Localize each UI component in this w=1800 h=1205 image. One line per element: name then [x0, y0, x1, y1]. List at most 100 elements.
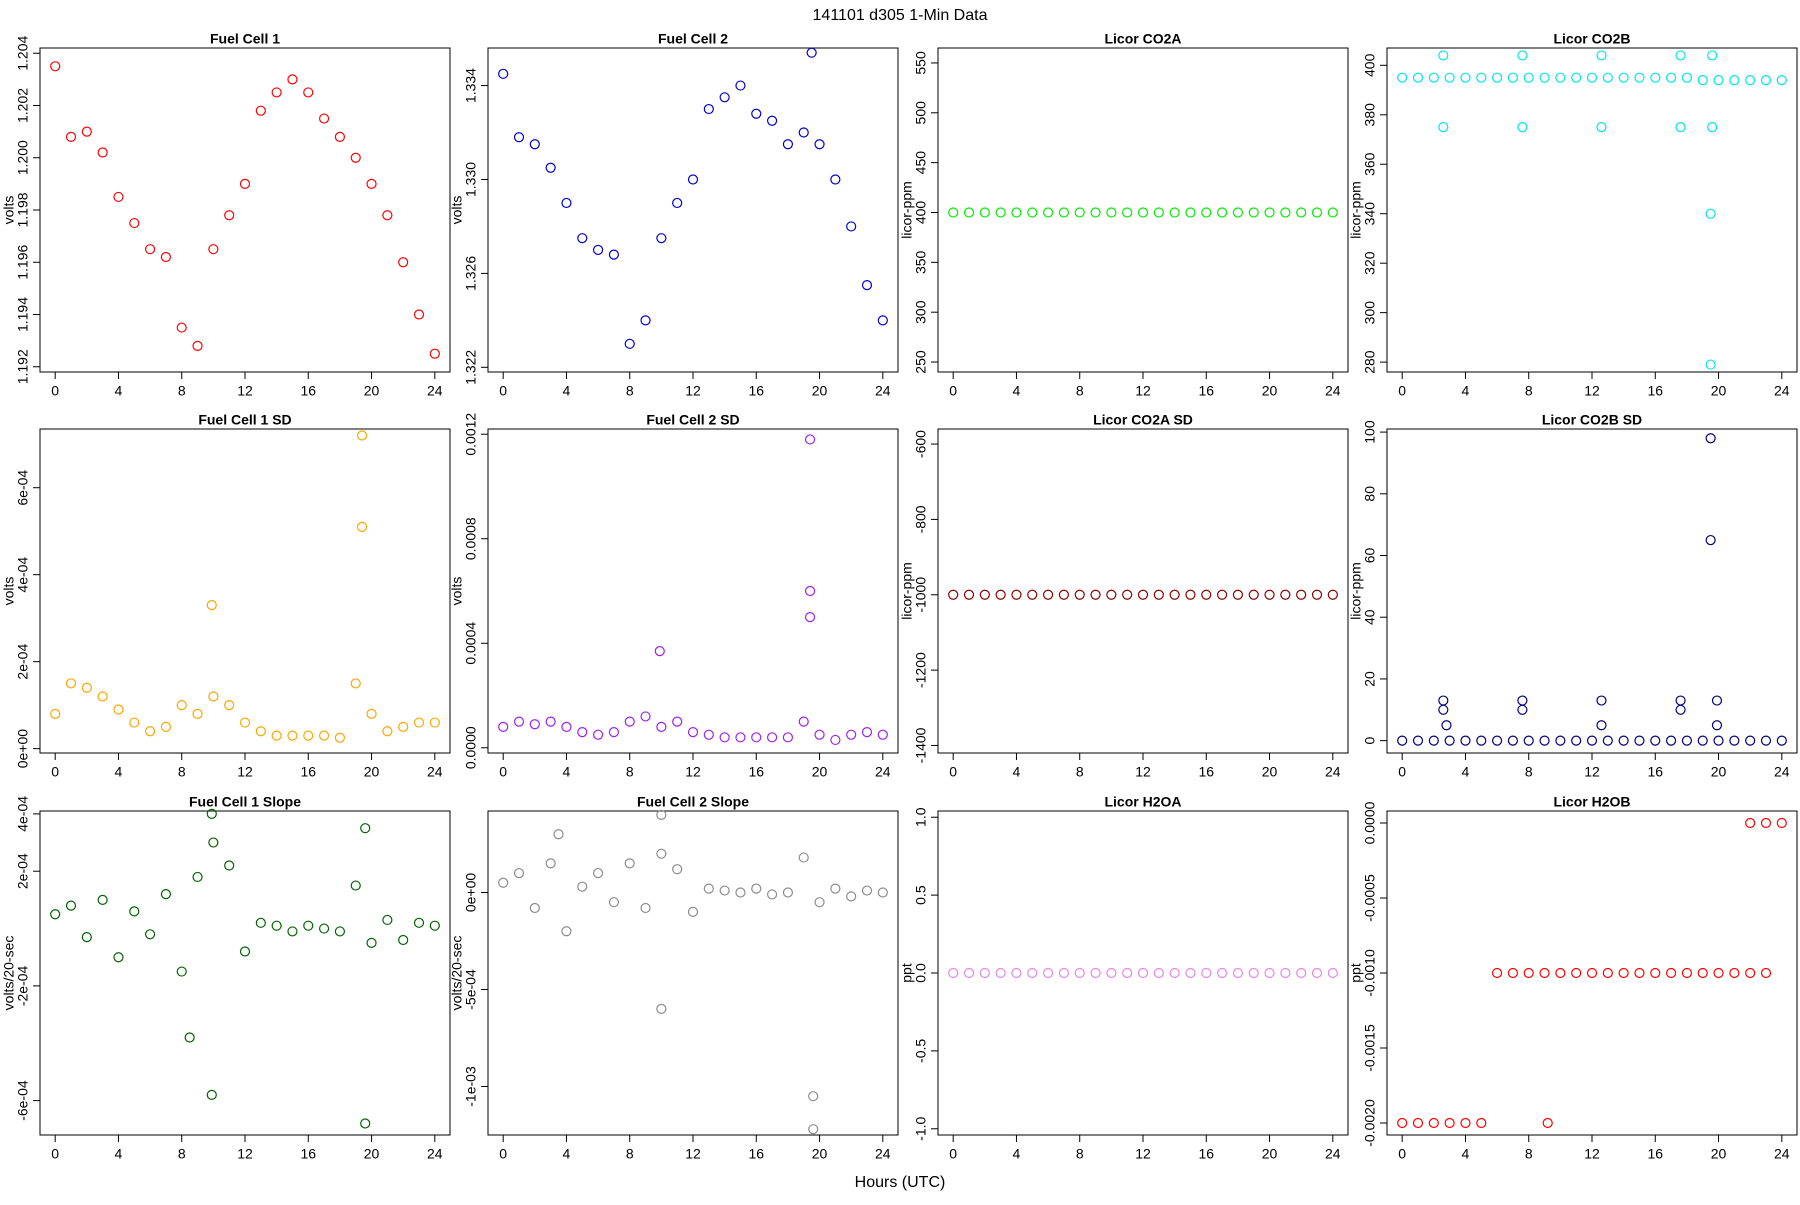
data-point — [814, 729, 825, 740]
data-point — [1675, 704, 1686, 715]
data-point — [592, 244, 604, 256]
y-tick-label: -1400 — [913, 727, 929, 763]
data-point — [1090, 967, 1101, 979]
data-point — [303, 87, 314, 98]
data-point — [1412, 735, 1424, 746]
y-tick-label: 4e-04 — [15, 557, 31, 593]
x-tick-label: 4 — [1013, 1146, 1021, 1162]
x-tick-label: 4 — [1013, 383, 1021, 399]
data-point — [1397, 735, 1408, 746]
y-tick-label: -2e-04 — [15, 965, 31, 1006]
data-point — [1542, 1117, 1553, 1129]
data-point — [1185, 207, 1196, 218]
data-point — [1650, 735, 1661, 746]
data-point — [1596, 720, 1607, 731]
y-axis-label: volts — [1, 577, 17, 606]
y-tick-label: 400 — [1362, 53, 1378, 77]
y-axis-label: volts/20-sec — [449, 936, 465, 1011]
x-tick-label: 0 — [499, 383, 507, 399]
data-point — [830, 883, 841, 894]
data-point — [963, 589, 975, 600]
data-point — [1523, 735, 1534, 746]
data-point — [1517, 695, 1528, 706]
x-tick-label: 24 — [1325, 1146, 1341, 1162]
data-point — [1476, 735, 1487, 746]
data-point — [271, 920, 282, 931]
data-point — [1327, 967, 1338, 979]
data-point — [687, 726, 699, 738]
data-point — [703, 883, 714, 894]
data-point — [561, 197, 572, 209]
data-point — [382, 726, 393, 737]
data-point — [50, 909, 61, 920]
panel-title: Fuel Cell 2 SD — [646, 412, 739, 428]
panel: Fuel Cell 1 Slope volts/20-sec 0 4 8 12 16 20 24… — [1, 794, 451, 1162]
plot-frame — [487, 47, 899, 373]
data-point — [81, 126, 92, 137]
y-tick-label: -1000 — [913, 577, 929, 613]
data-point — [255, 726, 266, 737]
x-tick-label: 16 — [1647, 383, 1663, 399]
data-point — [1517, 122, 1528, 133]
data-point — [1517, 50, 1528, 61]
panel-title: Licor CO2B SD — [1542, 412, 1642, 428]
data-point — [624, 858, 635, 869]
y-axis-label: volts — [449, 196, 465, 225]
data-point — [1681, 735, 1693, 746]
data-point — [1491, 735, 1503, 746]
y-tick-label: 20 — [1362, 671, 1378, 687]
data-point — [735, 887, 746, 898]
data-point — [656, 721, 667, 732]
data-point — [1311, 967, 1323, 979]
y-tick-label: -0.0010 — [1362, 949, 1378, 997]
y-tick-label: 1.330 — [463, 162, 479, 197]
y-tick-label: 0.0000 — [1362, 801, 1378, 844]
data-point — [318, 113, 330, 124]
data-point — [271, 730, 282, 741]
data-point — [1602, 735, 1613, 746]
data-point — [350, 152, 361, 163]
data-point — [1264, 207, 1275, 218]
data-point — [719, 732, 730, 743]
data-point — [1650, 967, 1661, 979]
x-tick-label: 4 — [563, 1146, 571, 1162]
data-point — [703, 103, 714, 115]
data-point — [398, 257, 409, 268]
data-point — [608, 897, 620, 908]
data-point — [1280, 207, 1291, 218]
data-point — [65, 678, 77, 689]
data-point — [545, 716, 556, 727]
x-tick-label: 8 — [178, 383, 186, 399]
x-tick-label: 16 — [748, 383, 764, 399]
x-tick-label: 12 — [237, 383, 253, 399]
data-point — [176, 700, 187, 711]
plot-frame — [1386, 428, 1798, 754]
x-tick-label: 20 — [364, 764, 380, 780]
data-point — [948, 589, 959, 600]
y-axis-label: ppt — [1348, 963, 1364, 983]
data-point — [1618, 735, 1629, 746]
x-tick-label: 12 — [1584, 764, 1600, 780]
y-tick-label: 1.322 — [463, 350, 479, 385]
data-point — [687, 174, 699, 185]
data-point — [1058, 967, 1070, 979]
data-point — [1476, 1117, 1487, 1129]
x-tick-label: 24 — [875, 1146, 891, 1162]
data-point — [830, 174, 841, 185]
data-point — [1776, 75, 1787, 86]
y-tick-label: 1.200 — [15, 140, 31, 175]
data-point — [303, 920, 314, 931]
x-tick-label: 20 — [364, 1146, 380, 1162]
x-tick-label: 0 — [1398, 1146, 1406, 1162]
data-point — [830, 734, 841, 746]
data-point — [303, 730, 314, 741]
data-point — [287, 74, 298, 85]
data-point — [413, 309, 425, 320]
data-point — [144, 244, 156, 255]
data-point — [782, 732, 794, 743]
data-point — [766, 889, 778, 900]
data-point — [1491, 72, 1503, 83]
panel-title: Fuel Cell 1 Slope — [189, 794, 301, 810]
x-tick-label: 16 — [300, 1146, 316, 1162]
data-point — [1106, 967, 1117, 979]
